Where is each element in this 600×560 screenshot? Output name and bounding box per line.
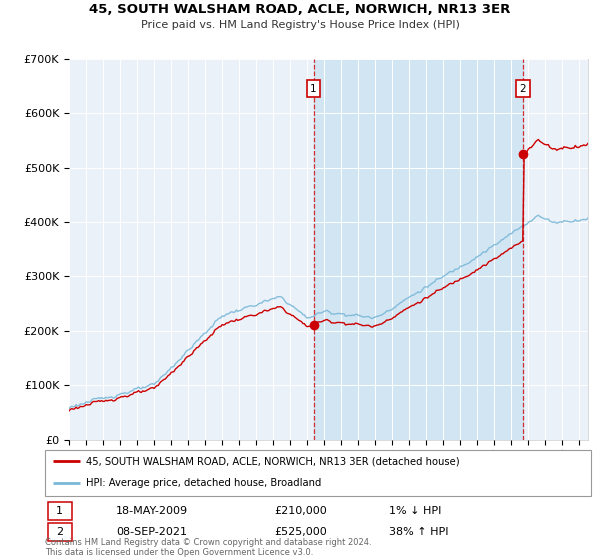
Text: 2: 2 xyxy=(56,527,64,537)
Text: 38% ↑ HPI: 38% ↑ HPI xyxy=(389,527,448,537)
Text: 18-MAY-2009: 18-MAY-2009 xyxy=(116,506,188,516)
Text: 1: 1 xyxy=(56,506,63,516)
FancyBboxPatch shape xyxy=(48,523,73,541)
FancyBboxPatch shape xyxy=(45,450,591,496)
Text: 2: 2 xyxy=(520,84,526,94)
Text: HPI: Average price, detached house, Broadland: HPI: Average price, detached house, Broa… xyxy=(86,478,322,488)
Text: 1% ↓ HPI: 1% ↓ HPI xyxy=(389,506,442,516)
Bar xyxy=(314,59,523,440)
Text: £210,000: £210,000 xyxy=(274,506,327,516)
Text: 45, SOUTH WALSHAM ROAD, ACLE, NORWICH, NR13 3ER: 45, SOUTH WALSHAM ROAD, ACLE, NORWICH, N… xyxy=(89,3,511,16)
Text: Contains HM Land Registry data © Crown copyright and database right 2024.
This d: Contains HM Land Registry data © Crown c… xyxy=(45,538,371,557)
Text: £525,000: £525,000 xyxy=(274,527,327,537)
FancyBboxPatch shape xyxy=(48,502,73,520)
Text: 1: 1 xyxy=(310,84,317,94)
Text: 08-SEP-2021: 08-SEP-2021 xyxy=(116,527,187,537)
Text: 45, SOUTH WALSHAM ROAD, ACLE, NORWICH, NR13 3ER (detached house): 45, SOUTH WALSHAM ROAD, ACLE, NORWICH, N… xyxy=(86,456,460,466)
Text: Price paid vs. HM Land Registry's House Price Index (HPI): Price paid vs. HM Land Registry's House … xyxy=(140,20,460,30)
